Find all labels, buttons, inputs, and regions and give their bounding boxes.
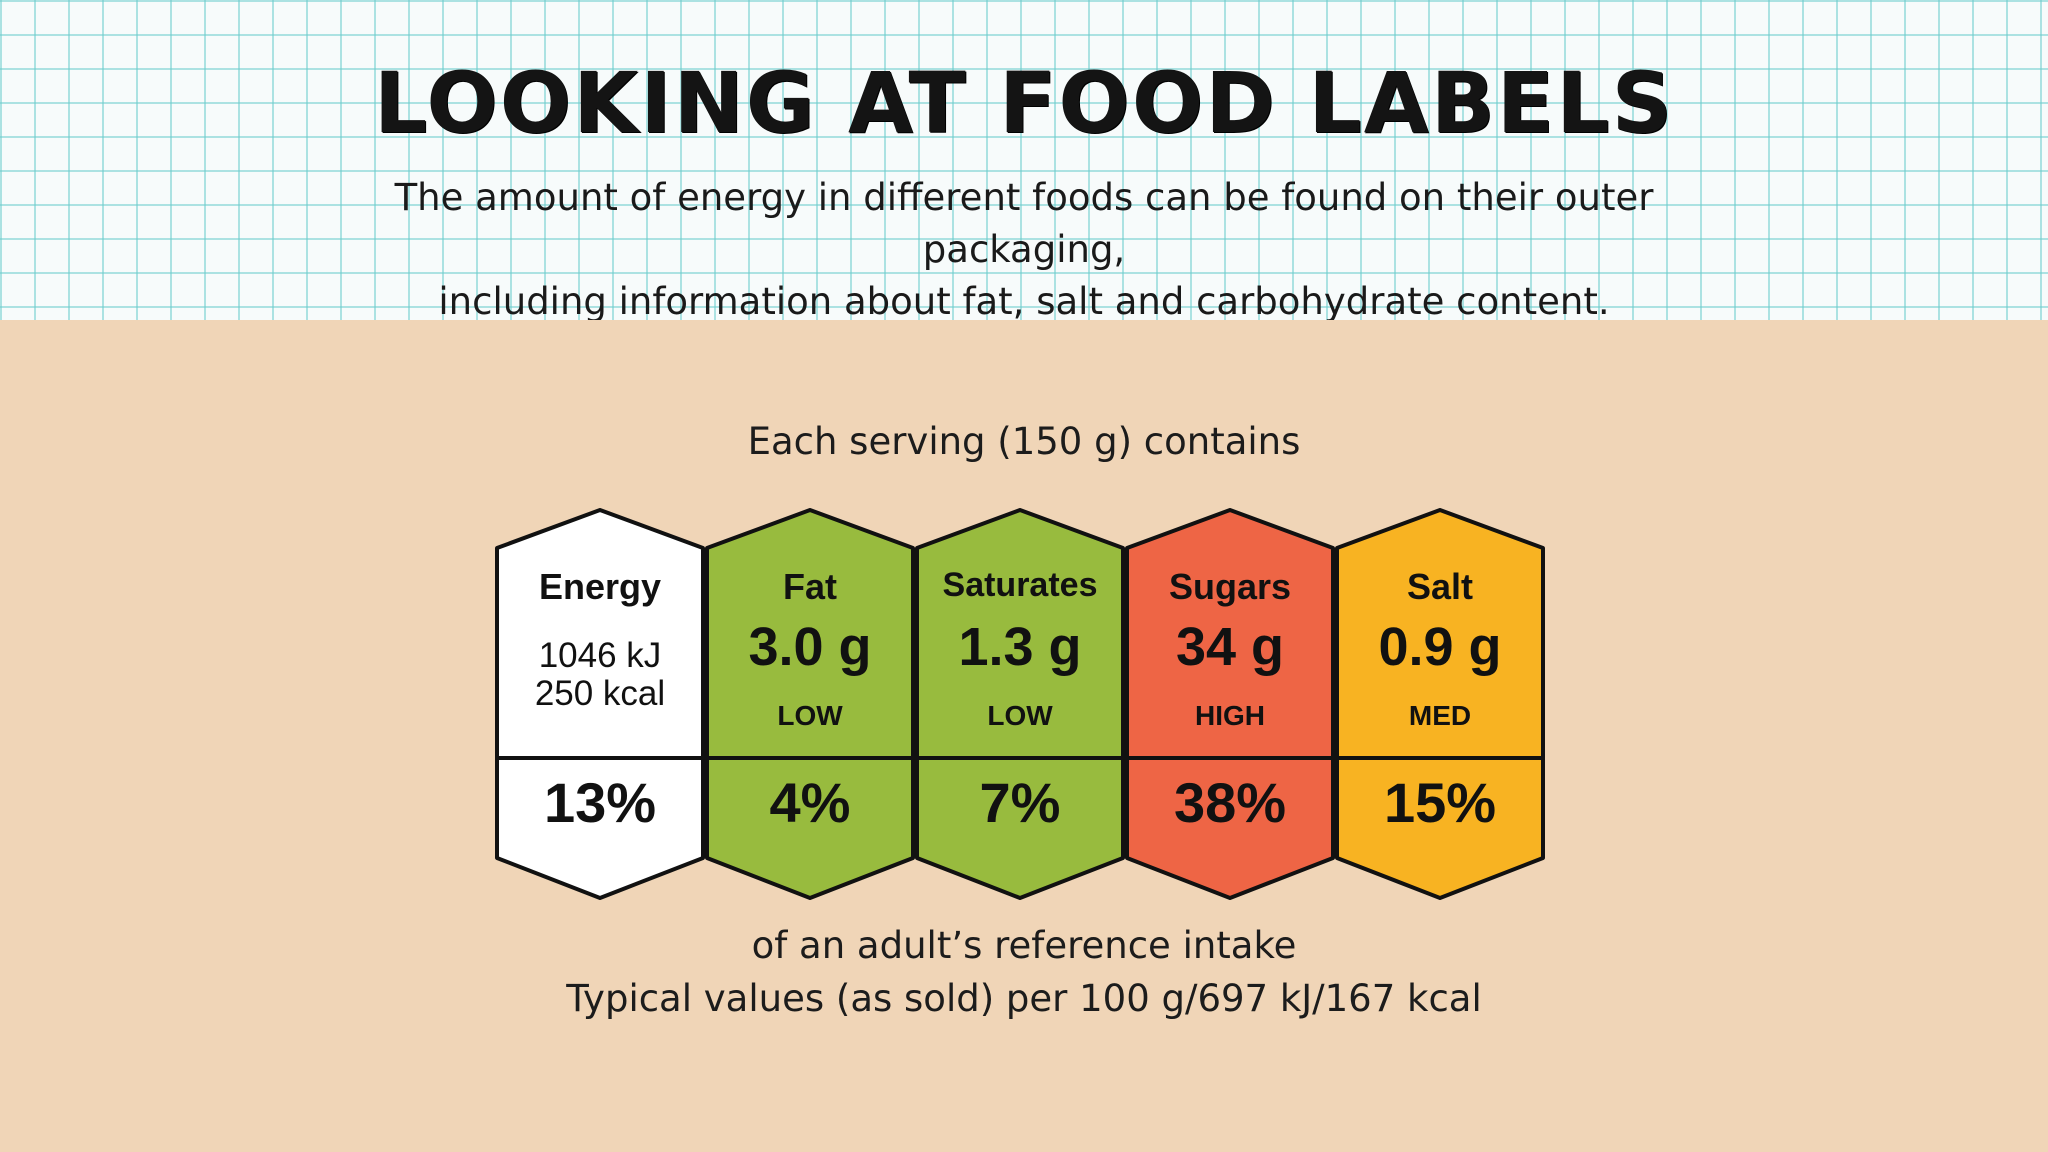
energy-kcal: 250 kcal — [534, 674, 666, 713]
fat-rating: LOW — [777, 700, 843, 731]
fat-percent: 4% — [769, 771, 851, 834]
sugars-percent: 38% — [1173, 771, 1287, 834]
fat-segment: Fat 3.0 g LOW 4% — [705, 508, 915, 900]
page-title: LOOKING AT FOOD LABELS — [373, 54, 1675, 152]
energy-hexagon-shape — [495, 508, 705, 900]
sugars-amount: 34 g — [1175, 617, 1285, 677]
subtitle-line-1: The amount of energy in different foods … — [394, 176, 1654, 271]
energy-kj: 1046 kJ — [538, 636, 662, 675]
saturates-hexagon-shape — [915, 508, 1125, 900]
sugars-name: Sugars — [1168, 566, 1292, 607]
traffic-light-label: Energy 1046 kJ 250 kcal 13% Fat 3.0 g LO… — [495, 508, 1555, 900]
energy-segment: Energy 1046 kJ 250 kcal 13% — [495, 508, 705, 900]
fat-name: Fat — [783, 566, 837, 607]
label-panel: Each serving (150 g) contains Energy 104… — [0, 320, 2048, 1152]
sugars-hexagon-shape — [1125, 508, 1335, 900]
saturates-rating: LOW — [987, 700, 1053, 731]
page-subtitle: The amount of energy in different foods … — [300, 172, 1748, 328]
typical-values-caption: Typical values (as sold) per 100 g/697 k… — [566, 977, 1482, 1020]
energy-percent: 13% — [543, 771, 657, 834]
fat-hexagon-shape — [705, 508, 915, 900]
energy-name: Energy — [538, 566, 662, 607]
salt-segment: Salt 0.9 g MED 15% — [1335, 508, 1545, 900]
sugars-segment: Sugars 34 g HIGH 38% — [1125, 508, 1335, 900]
saturates-percent: 7% — [979, 771, 1061, 834]
salt-name: Salt — [1406, 566, 1474, 607]
salt-amount: 0.9 g — [1378, 617, 1502, 677]
saturates-segment: Saturates 1.3 g LOW 7% — [915, 508, 1125, 900]
salt-rating: MED — [1408, 700, 1472, 731]
salt-hexagon-shape — [1335, 508, 1545, 900]
subtitle-line-2: including information about fat, salt an… — [438, 280, 1610, 323]
graph-paper-header: LOOKING AT FOOD LABELS The amount of ene… — [0, 0, 2048, 323]
saturates-name: Saturates — [942, 566, 1098, 604]
saturates-amount: 1.3 g — [958, 617, 1082, 677]
serving-caption: Each serving (150 g) contains — [747, 420, 1301, 463]
fat-amount: 3.0 g — [748, 617, 872, 677]
reference-intake-caption: of an adult’s reference intake — [751, 924, 1297, 967]
salt-percent: 15% — [1383, 771, 1497, 834]
sugars-rating: HIGH — [1195, 700, 1265, 731]
